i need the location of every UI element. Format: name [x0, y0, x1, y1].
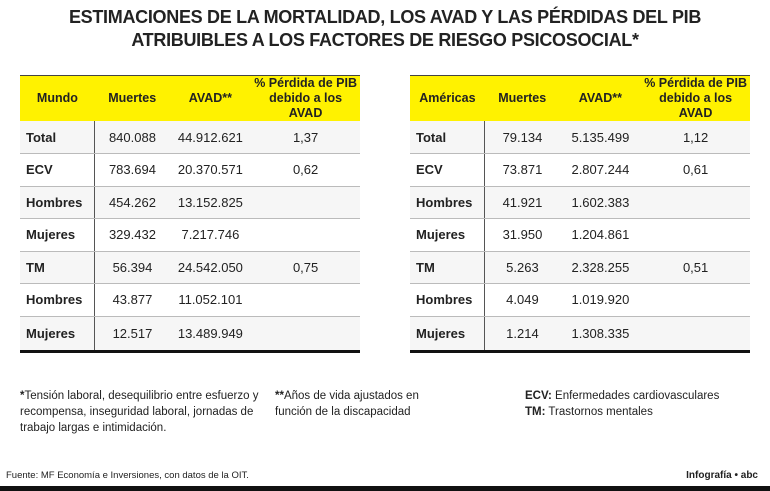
column-header: Muertes: [484, 75, 560, 121]
table-row: Hombres 41.921 1.602.383: [410, 186, 750, 219]
cell: [251, 316, 360, 353]
cell: 2.328.255: [559, 251, 642, 284]
table-row: Total 79.134 5.135.499 1,12: [410, 121, 750, 154]
cell: 1.602.383: [559, 186, 642, 219]
table-row: TM 56.394 24.542.050 0,75: [20, 251, 360, 284]
cell: 329.432: [94, 218, 170, 252]
cell: 0,75: [251, 251, 360, 284]
row-label: ECV: [20, 153, 96, 187]
column-header: Muertes: [94, 75, 170, 121]
row-label: Mujeres: [20, 316, 96, 353]
cell: 7.217.746: [169, 218, 252, 252]
table-row: TM 5.263 2.328.255 0,51: [410, 251, 750, 284]
cell: 840.088: [94, 121, 170, 154]
table-row: Mujeres 12.517 13.489.949: [20, 316, 360, 353]
cell: 5.135.499: [559, 121, 642, 154]
cell: 56.394: [94, 251, 170, 284]
source-text: Fuente: MF Economía e Inversiones, con d…: [6, 470, 249, 481]
column-header: % Pérdida de PIB debido a los AVAD: [641, 75, 750, 121]
cell: [251, 218, 360, 252]
table-row: ECV 783.694 20.370.571 0,62: [20, 153, 360, 187]
cell: [251, 186, 360, 219]
row-label: Hombres: [20, 186, 96, 219]
cell: 12.517: [94, 316, 170, 353]
cell: 44.912.621: [169, 121, 252, 154]
cell: 31.950: [484, 218, 560, 252]
cell: 783.694: [94, 153, 170, 187]
cell: 454.262: [94, 186, 170, 219]
column-header: % Pérdida de PIB debido a los AVAD: [251, 75, 360, 121]
row-label: Hombres: [410, 186, 486, 219]
table-row: Total 840.088 44.912.621 1,37: [20, 121, 360, 154]
row-label: TM: [410, 251, 486, 284]
page-title: ESTIMACIONES DE LA MORTALIDAD, LOS AVAD …: [68, 7, 702, 50]
table-row: Mujeres 329.432 7.217.746: [20, 218, 360, 252]
cell: 1,12: [641, 121, 750, 154]
cell: 13.152.825: [169, 186, 252, 219]
cell: 0,61: [641, 153, 750, 187]
cell: 41.921: [484, 186, 560, 219]
world-table: Mundo Muertes AVAD**% Pérdida de PIB debid…: [20, 75, 360, 353]
abbreviations: ECV: Enfermedades cardiovasculares TM: T…: [525, 390, 720, 418]
cell: 11.052.101: [169, 283, 252, 317]
americas-table: Américas Muertes AVAD**% Pérdida de PIB de…: [410, 75, 750, 353]
row-label: Mujeres: [410, 218, 486, 252]
cell: 24.542.050: [169, 251, 252, 284]
cell: [251, 283, 360, 317]
table-row: ECV 73.871 2.807.244 0,61: [410, 153, 750, 187]
row-label: Hombres: [410, 283, 486, 317]
header-row: Américas Muertes AVAD**% Pérdida de PIB de…: [410, 75, 750, 121]
row-label: ECV: [410, 153, 486, 187]
row-label: Total: [20, 121, 96, 154]
cell: [641, 316, 750, 353]
cell: [641, 186, 750, 219]
column-header: Américas: [410, 75, 485, 121]
cell: 5.263: [484, 251, 560, 284]
cell: 0,51: [641, 251, 750, 284]
cell: 79.134: [484, 121, 560, 154]
cell: [641, 283, 750, 317]
table-row: Hombres 4.049 1.019.920: [410, 283, 750, 317]
column-header: AVAD**: [169, 75, 252, 121]
cell: 20.370.571: [169, 153, 252, 187]
table-row: Hombres 454.262 13.152.825: [20, 186, 360, 219]
cell: 43.877: [94, 283, 170, 317]
table-row: Mujeres 31.950 1.204.861: [410, 218, 750, 252]
cell: 0,62: [251, 153, 360, 187]
header-row: Mundo Muertes AVAD**% Pérdida de PIB debid…: [20, 75, 360, 121]
row-label: Mujeres: [20, 218, 96, 252]
row-label: Total: [410, 121, 486, 154]
cell: 4.049: [484, 283, 560, 317]
table-row: Hombres 43.877 11.052.101: [20, 283, 360, 317]
column-header: Mundo: [20, 75, 95, 121]
footnote-psychosocial: *Tensión laboral, desequilibrio entre es…: [20, 390, 259, 434]
cell: 1.019.920: [559, 283, 642, 317]
row-label: TM: [20, 251, 96, 284]
cell: 1.308.335: [559, 316, 642, 353]
bottom-bar: [0, 486, 770, 491]
credit-logo: Infografía • abc: [686, 470, 758, 481]
footnote-avad: **Años de vida ajustados en función de l…: [275, 390, 419, 418]
cell: 1.214: [484, 316, 560, 353]
cell: 2.807.244: [559, 153, 642, 187]
cell: 1.204.861: [559, 218, 642, 252]
cell: 73.871: [484, 153, 560, 187]
cell: 1,37: [251, 121, 360, 154]
row-label: Hombres: [20, 283, 96, 317]
table-row: Mujeres 1.214 1.308.335: [410, 316, 750, 353]
cell: 13.489.949: [169, 316, 252, 353]
row-label: Mujeres: [410, 316, 486, 353]
column-header: AVAD**: [559, 75, 642, 121]
cell: [641, 218, 750, 252]
